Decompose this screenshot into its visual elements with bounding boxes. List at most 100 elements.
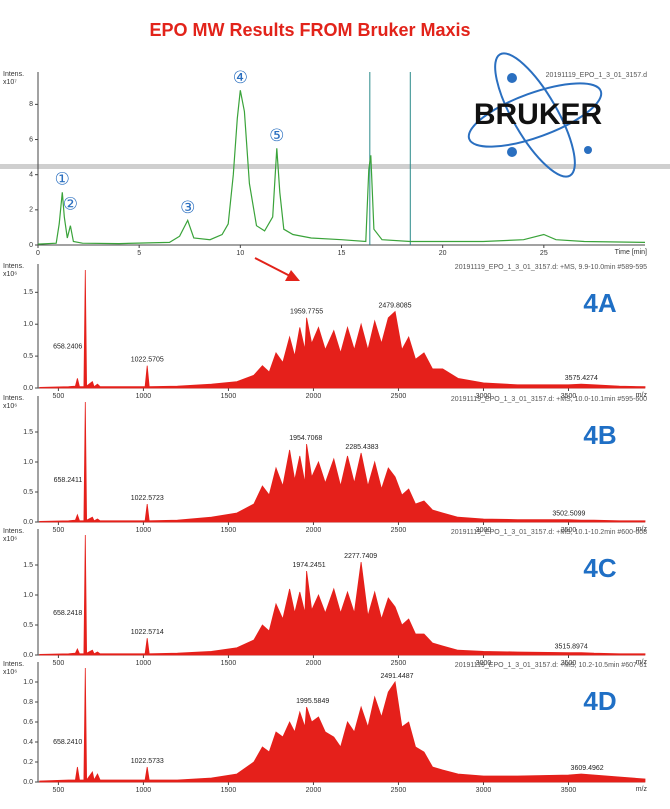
arrow	[254, 257, 300, 281]
y-tick-label: 1.5	[23, 429, 33, 436]
peak-label: 1974.2451	[293, 562, 326, 569]
x-tick-label: 1000	[136, 527, 152, 534]
logo-dot	[507, 147, 517, 157]
peak-label: 1995.5849	[296, 698, 329, 705]
panel-label: 4A	[583, 288, 616, 318]
spectrum-area	[39, 401, 646, 523]
x-axis-label: m/z	[636, 526, 648, 533]
peak-number: ⑤	[269, 126, 284, 145]
trace-header: 20191119_EPO_1_3_01_3157.d: +MS, 10.1-10…	[451, 529, 647, 536]
peak-label: 1022.5705	[131, 357, 164, 364]
peak-label: 1954.7068	[289, 435, 322, 442]
x-tick-label: 2000	[306, 660, 322, 667]
peak-number: ④	[233, 68, 248, 87]
spectrum-area	[39, 269, 646, 389]
peak-label: 2285.4383	[345, 444, 378, 451]
y-axis-label: Intens.	[3, 661, 24, 668]
x-tick-label: 20	[439, 250, 447, 257]
y-tick-label: 1.0	[23, 459, 33, 466]
x-tick-label: 2500	[391, 660, 407, 667]
peak-label: 3502.5099	[552, 510, 585, 517]
y-tick-label: 0.2	[23, 759, 33, 766]
spectrum-area	[39, 667, 646, 783]
y-tick-label: 1.5	[23, 289, 33, 296]
x-tick-label: 2500	[391, 787, 407, 794]
x-axis-label: m/z	[636, 659, 648, 666]
x-tick-label: 0	[36, 250, 40, 257]
y-axis-label: Intens.	[3, 528, 24, 535]
x-axis-label: m/z	[636, 392, 648, 399]
x-axis-label: Time [min]	[615, 249, 647, 256]
peak-label: 658.2406	[53, 344, 82, 351]
x-tick-label: 1500	[221, 787, 237, 794]
y-axis-unit: x10⁶	[3, 271, 17, 278]
y-tick-label: 0.5	[23, 353, 33, 360]
y-tick-label: 0.4	[23, 739, 33, 746]
y-tick-label: 6	[29, 136, 33, 143]
x-tick-label: 1500	[221, 527, 237, 534]
x-tick-label: 25	[540, 250, 548, 257]
spectrum-area	[39, 534, 646, 656]
y-tick-label: 1.0	[23, 679, 33, 686]
x-tick-label: 2000	[306, 527, 322, 534]
chromatogram-line	[37, 90, 646, 245]
highlight-band	[0, 164, 670, 169]
y-axis-label: Intens.	[3, 263, 24, 270]
y-tick-label: 1.0	[23, 592, 33, 599]
page-title: EPO MW Results FROM Bruker Maxis	[149, 20, 470, 40]
y-tick-label: 1.5	[23, 562, 33, 569]
y-axis-unit: x10⁶	[3, 669, 17, 676]
peak-label: 1022.5723	[131, 495, 164, 502]
x-tick-label: 2000	[306, 393, 322, 400]
y-tick-label: 0.0	[23, 652, 33, 659]
logo-dot	[507, 73, 517, 83]
x-tick-label: 1000	[136, 393, 152, 400]
x-tick-label: 3000	[476, 393, 492, 400]
x-tick-label: 3500	[561, 660, 577, 667]
y-axis-unit: x10⁷	[3, 79, 17, 86]
peak-label: 2277.7409	[344, 553, 377, 560]
logo-text: BRUKER	[474, 98, 603, 131]
y-tick-label: 4	[29, 172, 33, 179]
peak-label: 3575.4274	[565, 375, 598, 382]
logo-orbit	[467, 82, 603, 148]
x-tick-label: 15	[338, 250, 346, 257]
panel-label: 4B	[583, 420, 616, 450]
y-tick-label: 1.0	[23, 321, 33, 328]
y-tick-label: 0.5	[23, 489, 33, 496]
peak-label: 2491.4487	[380, 673, 413, 680]
x-tick-label: 3500	[561, 393, 577, 400]
x-tick-label: 1000	[136, 787, 152, 794]
y-tick-label: 0.8	[23, 699, 33, 706]
x-tick-label: 3000	[476, 787, 492, 794]
x-tick-label: 5	[137, 250, 141, 257]
x-tick-label: 500	[53, 787, 65, 794]
arrow-shaft	[254, 257, 293, 278]
x-axis-label: m/z	[636, 786, 648, 793]
x-tick-label: 3500	[561, 787, 577, 794]
x-tick-label: 500	[53, 660, 65, 667]
peak-number: ②	[63, 194, 78, 213]
y-axis-unit: x10⁶	[3, 536, 17, 543]
peak-label: 3515.8974	[555, 643, 588, 650]
y-axis-unit: x10⁶	[3, 403, 17, 410]
panel-label: 4C	[583, 553, 616, 583]
x-tick-label: 500	[53, 527, 65, 534]
bruker-logo: BRUKER	[467, 52, 603, 178]
x-tick-label: 3000	[476, 527, 492, 534]
y-tick-label: 0.0	[23, 779, 33, 786]
logo-orbit	[494, 52, 576, 178]
y-tick-label: 8	[29, 101, 33, 108]
x-tick-label: 500	[53, 393, 65, 400]
arrow-head	[285, 270, 300, 281]
peak-label: 1022.5714	[131, 629, 164, 636]
y-tick-label: 0.5	[23, 622, 33, 629]
peak-label: 658.2410	[53, 739, 82, 746]
x-tick-label: 1500	[221, 660, 237, 667]
y-axis-label: Intens.	[3, 395, 24, 402]
x-tick-label: 1500	[221, 393, 237, 400]
trace-header: 20191119_EPO_1_3_01_3157.d: +MS, 10.2-10…	[455, 662, 647, 669]
x-tick-label: 3000	[476, 660, 492, 667]
y-tick-label: 2	[29, 207, 33, 214]
